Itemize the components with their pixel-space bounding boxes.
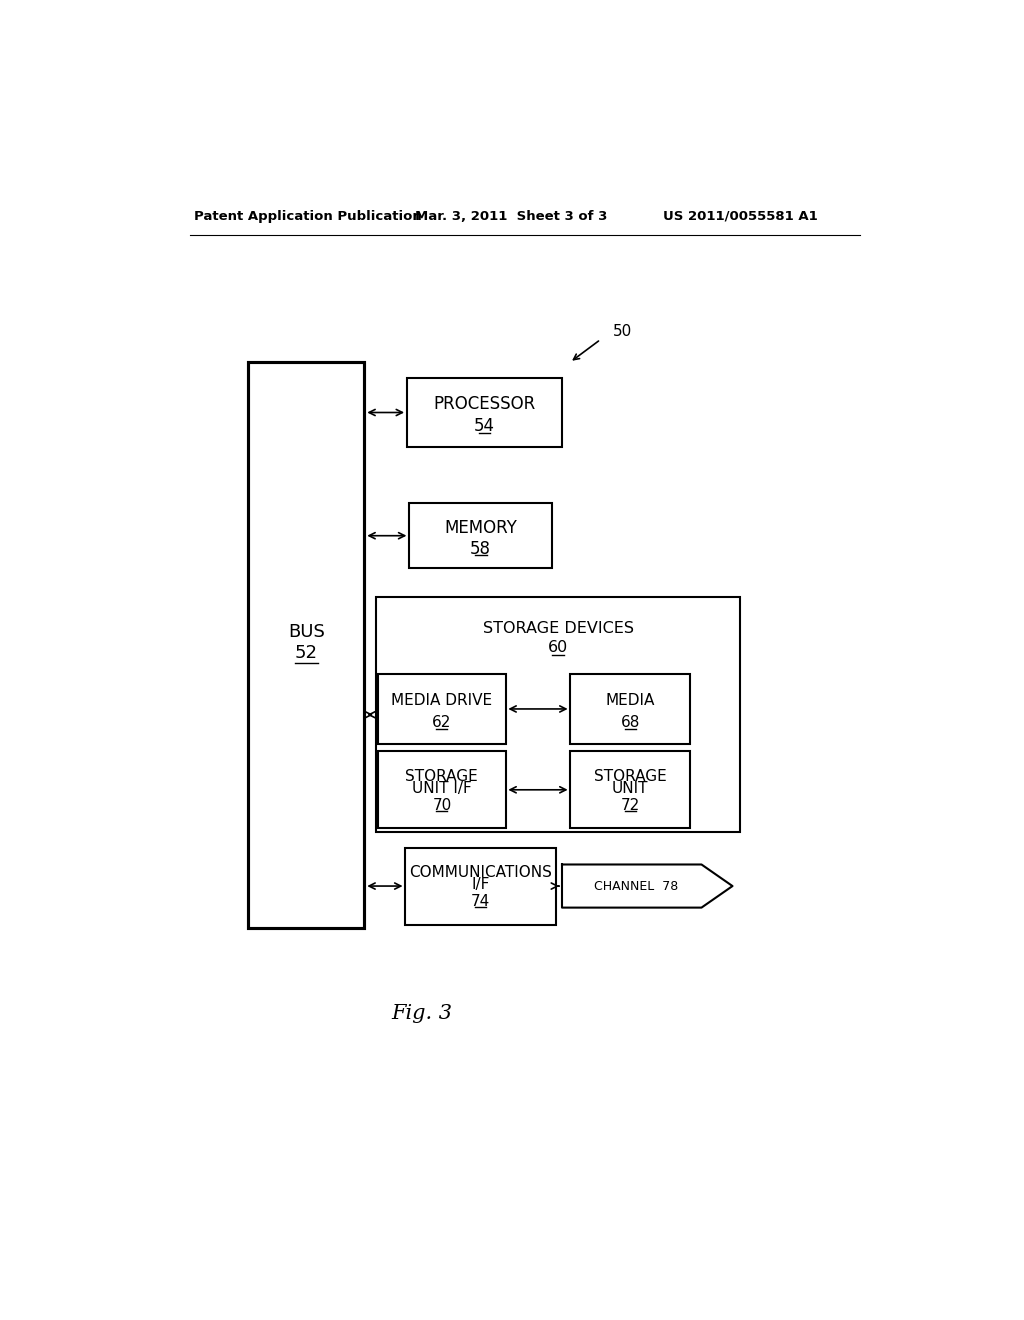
Text: MEMORY: MEMORY	[444, 519, 517, 537]
Text: MEDIA DRIVE: MEDIA DRIVE	[391, 693, 493, 708]
Text: 60: 60	[548, 640, 568, 655]
Text: STORAGE DEVICES: STORAGE DEVICES	[482, 620, 634, 636]
Bar	[378, 675, 506, 743]
Text: US 2011/0055581 A1: US 2011/0055581 A1	[663, 210, 817, 223]
Bar	[406, 847, 556, 924]
Text: Mar. 3, 2011  Sheet 3 of 3: Mar. 3, 2011 Sheet 3 of 3	[415, 210, 607, 223]
Text: 68: 68	[621, 715, 640, 730]
Text: 58: 58	[470, 540, 492, 558]
Text: BUS: BUS	[288, 623, 325, 640]
Text: Fig. 3: Fig. 3	[391, 1003, 453, 1023]
Polygon shape	[562, 865, 732, 908]
Text: 70: 70	[432, 797, 452, 813]
Bar	[570, 675, 690, 743]
Text: STORAGE: STORAGE	[406, 768, 478, 784]
Text: COMMUNICATIONS: COMMUNICATIONS	[410, 865, 552, 880]
Text: CHANNEL  78: CHANNEL 78	[594, 879, 678, 892]
Text: MEDIA: MEDIA	[605, 693, 655, 708]
Bar	[376, 597, 740, 832]
Text: 74: 74	[471, 894, 490, 909]
Bar	[248, 363, 365, 928]
Bar	[409, 503, 552, 569]
Text: 52: 52	[295, 644, 317, 663]
Text: UNIT I/F: UNIT I/F	[412, 780, 472, 796]
Text: 72: 72	[621, 797, 640, 813]
Text: 62: 62	[432, 715, 452, 730]
Text: UNIT: UNIT	[612, 780, 648, 796]
Bar	[378, 751, 506, 829]
Text: STORAGE: STORAGE	[594, 768, 667, 784]
Text: I/F: I/F	[471, 876, 489, 892]
Bar	[407, 378, 562, 447]
Text: 54: 54	[474, 417, 495, 436]
Text: Patent Application Publication: Patent Application Publication	[194, 210, 422, 223]
Bar	[570, 751, 690, 829]
Text: 50: 50	[612, 325, 632, 339]
Text: PROCESSOR: PROCESSOR	[433, 395, 536, 413]
